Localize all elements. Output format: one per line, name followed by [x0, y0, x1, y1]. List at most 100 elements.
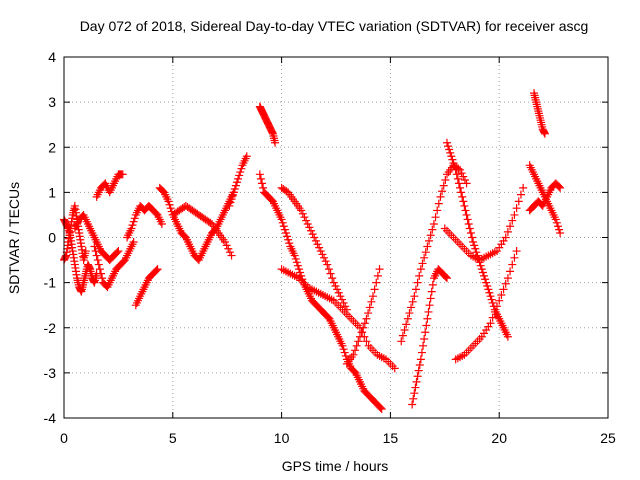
- data-point: [279, 222, 288, 231]
- data-point: [359, 323, 368, 332]
- data-point: [390, 364, 399, 373]
- series-track-m: [277, 265, 399, 373]
- data-point: [446, 148, 455, 157]
- data-point: [258, 179, 267, 188]
- data-point: [349, 350, 358, 359]
- data-point: [284, 235, 293, 244]
- series-track-n: [277, 183, 351, 314]
- data-point: [405, 309, 414, 318]
- data-point: [460, 201, 469, 210]
- data-point: [552, 218, 561, 227]
- data-point: [457, 169, 466, 178]
- data-point: [95, 265, 104, 274]
- data-point: [438, 187, 447, 196]
- data-point: [235, 171, 244, 180]
- data-point: [92, 251, 101, 260]
- data-point: [555, 182, 564, 191]
- data-point: [96, 269, 105, 278]
- data-point: [495, 296, 504, 305]
- y-tick-label: -2: [44, 320, 57, 336]
- data-point: [412, 377, 421, 386]
- data-point: [352, 341, 361, 350]
- data-point: [510, 210, 519, 219]
- data-point: [310, 233, 319, 242]
- x-tick-label: 5: [169, 430, 177, 446]
- data-point: [501, 279, 510, 288]
- data-point: [493, 302, 502, 311]
- data-point: [553, 222, 562, 231]
- series-track-t: [440, 183, 528, 265]
- data-point: [479, 271, 488, 280]
- data-point: [290, 251, 299, 260]
- data-point: [376, 403, 385, 412]
- data-point: [413, 278, 422, 287]
- data-point: [153, 265, 162, 274]
- data-point: [431, 213, 440, 222]
- data-point: [300, 213, 309, 222]
- data-point: [222, 241, 231, 250]
- data-point: [433, 206, 442, 215]
- series-track-u: [530, 89, 549, 138]
- data-point: [403, 314, 412, 323]
- series-track-l: [255, 170, 386, 413]
- data-point: [499, 285, 508, 294]
- data-point: [417, 348, 426, 357]
- data-point: [354, 337, 363, 346]
- data-point: [397, 337, 406, 346]
- data-point: [423, 314, 432, 323]
- data-point: [129, 238, 138, 247]
- data-point: [503, 332, 512, 341]
- data-point: [471, 244, 480, 253]
- data-point: [456, 183, 465, 192]
- series-track-j: [225, 152, 251, 210]
- data-point: [461, 206, 470, 215]
- data-point: [227, 195, 236, 204]
- data-point: [297, 206, 306, 215]
- data-point: [321, 257, 330, 266]
- data-point: [453, 174, 462, 183]
- data-point: [501, 233, 510, 242]
- data-point: [454, 179, 463, 188]
- data-point: [484, 285, 493, 294]
- data-point: [421, 328, 430, 337]
- y-axis-title: SDTVAR / TECUs: [6, 182, 22, 294]
- x-tick-labels: 0 5 10 15 20 25: [60, 430, 616, 446]
- data-point: [338, 341, 347, 350]
- data-point: [331, 282, 340, 291]
- data-point: [94, 260, 103, 269]
- data-point: [281, 228, 290, 237]
- data-point: [441, 272, 450, 281]
- series-track-e: [70, 210, 123, 265]
- data-point: [423, 242, 432, 251]
- data-point: [278, 218, 287, 227]
- series-track-d: [90, 238, 138, 292]
- data-point: [407, 303, 416, 312]
- data-points: [60, 89, 565, 413]
- x-tick-label: 0: [60, 430, 68, 446]
- series-track-b: [60, 201, 90, 265]
- data-point: [229, 188, 238, 197]
- data-point: [452, 170, 461, 179]
- data-point: [320, 253, 329, 262]
- data-point: [470, 241, 479, 250]
- data-point: [486, 319, 495, 328]
- data-point: [439, 181, 448, 190]
- data-point: [259, 183, 268, 192]
- data-point: [497, 291, 506, 300]
- data-point: [444, 142, 453, 151]
- data-point: [422, 321, 431, 330]
- y-tick-label: -1: [44, 275, 57, 291]
- data-point: [224, 244, 233, 253]
- data-point: [291, 254, 300, 263]
- data-point: [225, 201, 234, 210]
- grid-lines: [64, 57, 608, 418]
- data-point: [295, 265, 304, 274]
- y-tick-label: -4: [44, 410, 57, 426]
- data-point: [308, 230, 317, 239]
- data-point: [98, 274, 107, 283]
- data-point: [451, 165, 460, 174]
- plot-frame: [63, 56, 609, 419]
- data-point: [230, 184, 239, 193]
- data-point: [420, 253, 429, 262]
- data-point: [152, 266, 161, 275]
